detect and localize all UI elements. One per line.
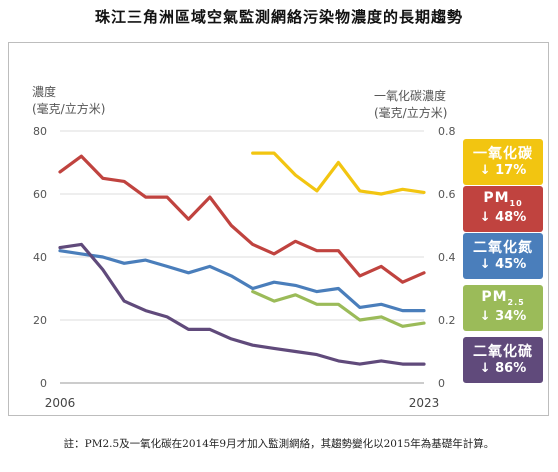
legend-badge-change: ↓ 45%: [479, 257, 527, 272]
legend-badge-no2: 二氧化氮 ↓ 45%: [463, 233, 543, 279]
right-axis-label: 一氧化碳濃度 (毫克/立方米): [374, 88, 447, 122]
y-tick-label-left: 40: [33, 251, 47, 264]
series-line-co: [251, 151, 426, 196]
series-line-so2: [58, 242, 426, 366]
chart-frame: [8, 42, 549, 416]
y-tick-label-left: 60: [33, 188, 47, 201]
y-tick-label-right: 0: [438, 377, 445, 390]
y-tick-label-left: 80: [33, 125, 47, 138]
y-tick-label-right: 0.2: [438, 314, 456, 327]
legend-badge-name: 一氧化碳: [473, 146, 533, 162]
right-axis-label-line1: 一氧化碳濃度: [374, 89, 447, 103]
legend-badge-name: 二氧化氮: [473, 240, 533, 256]
down-arrow-icon: ↓: [479, 257, 496, 272]
series-line-pm25: [251, 290, 426, 328]
left-axis-label: 濃度 (毫克/立方米): [32, 84, 105, 118]
legend-badge-pm25: PM2.5 ↓ 34%: [463, 285, 543, 331]
down-arrow-icon: ↓: [479, 210, 496, 225]
y-tick-label-right: 0.8: [438, 125, 456, 138]
legend-badge-co: 一氧化碳 ↓ 17%: [463, 139, 543, 185]
legend-badge-change: ↓ 48%: [479, 210, 527, 225]
legend-badge-name: PM2.5: [481, 289, 525, 307]
chart-title: 珠江三角洲區域空氣監測網絡污染物濃度的長期趨勢: [94, 8, 463, 26]
y-tick-label-right: 0.6: [438, 188, 456, 201]
y-tick-label-left: 0: [40, 377, 47, 390]
legend-badge-change: ↓ 34%: [479, 309, 527, 324]
y-tick-label-left: 20: [33, 314, 47, 327]
legend-badge-name: 二氧化硫: [473, 344, 533, 360]
legend-badge-change: ↓ 17%: [479, 163, 527, 178]
footnote: 註：PM2.5及一氧化碳在2014年9月才加入監測網絡，其趨勢變化以2015年為…: [63, 438, 495, 450]
legend-badge-change: ↓ 86%: [479, 361, 527, 376]
legend-badge-name: PM10: [483, 190, 523, 208]
left-axis-label-line1: 濃度: [32, 85, 57, 99]
down-arrow-icon: ↓: [479, 361, 496, 376]
series-line-no2: [58, 249, 426, 313]
legend-badge-so2: 二氧化硫 ↓ 86%: [463, 337, 543, 383]
series-line-pm10: [58, 154, 426, 284]
y-tick-label-right: 0.4: [438, 251, 456, 264]
x-tick-label: 2006: [45, 396, 76, 410]
left-axis-label-line2: (毫克/立方米): [32, 102, 106, 116]
legend-badge-pm10: PM10 ↓ 48%: [463, 186, 543, 232]
right-axis-label-line2: (毫克/立方米): [374, 106, 448, 120]
down-arrow-icon: ↓: [479, 163, 496, 178]
x-tick-label: 2023: [409, 396, 440, 410]
down-arrow-icon: ↓: [479, 309, 496, 324]
